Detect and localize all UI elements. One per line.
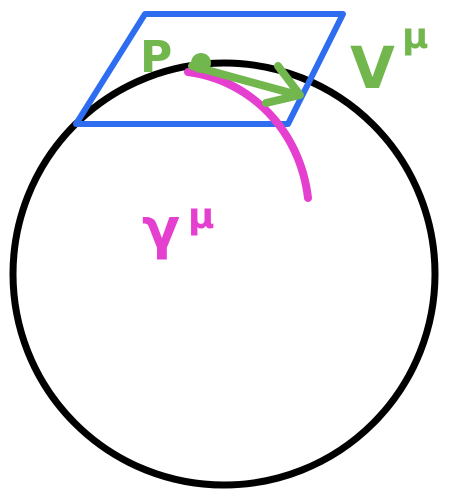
- vector-label: V: [350, 34, 395, 102]
- sphere: [9, 59, 439, 489]
- vector-shaft: [188, 62, 302, 99]
- curve-label: γ: [142, 197, 180, 262]
- point: [191, 53, 211, 73]
- curve-index: μ: [188, 196, 215, 237]
- vector-head: [262, 62, 304, 107]
- point-label: P: [140, 32, 172, 83]
- vector-index: μ: [402, 16, 429, 57]
- curve: [184, 68, 312, 202]
- tangent-plane: [73, 11, 346, 127]
